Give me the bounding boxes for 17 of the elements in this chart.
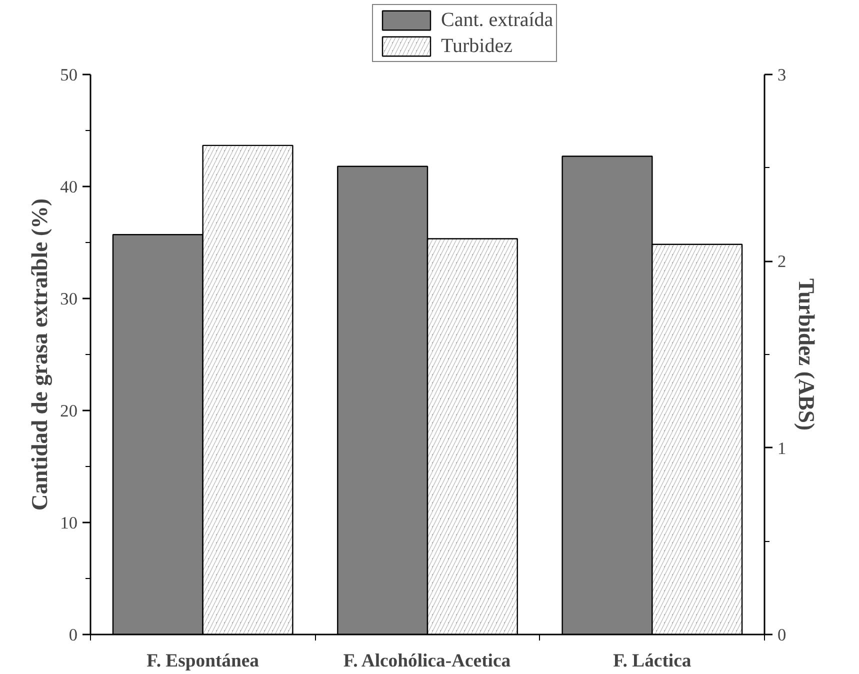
y-tick-label: 40	[60, 178, 78, 196]
x-tick-label: F. Espontánea	[146, 650, 260, 672]
y2-tick-label: 1	[778, 438, 786, 458]
y-tick-label: 20	[60, 402, 78, 420]
y-tick-label: 0	[68, 626, 78, 644]
legend-label: Cant. extraída	[441, 8, 554, 32]
y2-tick-label: 2	[778, 252, 786, 272]
y2-tick-label: 3	[778, 66, 786, 84]
y2-axis-title: Turbidez (ABS)	[794, 278, 820, 431]
y-tick-label: 30	[60, 290, 78, 308]
y-axis-title: Cantidad de grasa extraíble (%)	[27, 198, 52, 511]
legend-label: Turbidez	[441, 34, 512, 58]
y-tick-label: 50	[60, 66, 78, 84]
x-tick-label: F. Láctica	[613, 650, 692, 672]
y-tick-label: 10	[60, 514, 78, 532]
x-tick-label: F. Alcohólica-Acetica	[343, 650, 512, 672]
y2-tick-label: 0	[778, 626, 786, 644]
